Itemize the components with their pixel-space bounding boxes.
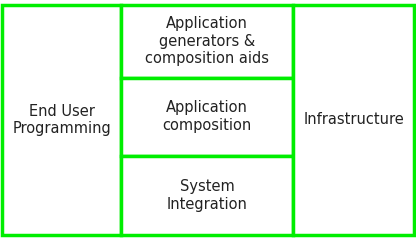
Text: Infrastructure: Infrastructure [303, 113, 404, 127]
Text: System
Integration: System Integration [167, 179, 248, 212]
Bar [293, 5, 414, 235]
Text: End User
Programming: End User Programming [12, 104, 111, 136]
Bar [2, 5, 121, 235]
Text: Application
composition: Application composition [163, 100, 252, 133]
Bar [121, 5, 293, 78]
Bar [121, 78, 293, 156]
Text: Application
generators &
composition aids: Application generators & composition aid… [145, 16, 269, 66]
Bar [121, 156, 293, 235]
